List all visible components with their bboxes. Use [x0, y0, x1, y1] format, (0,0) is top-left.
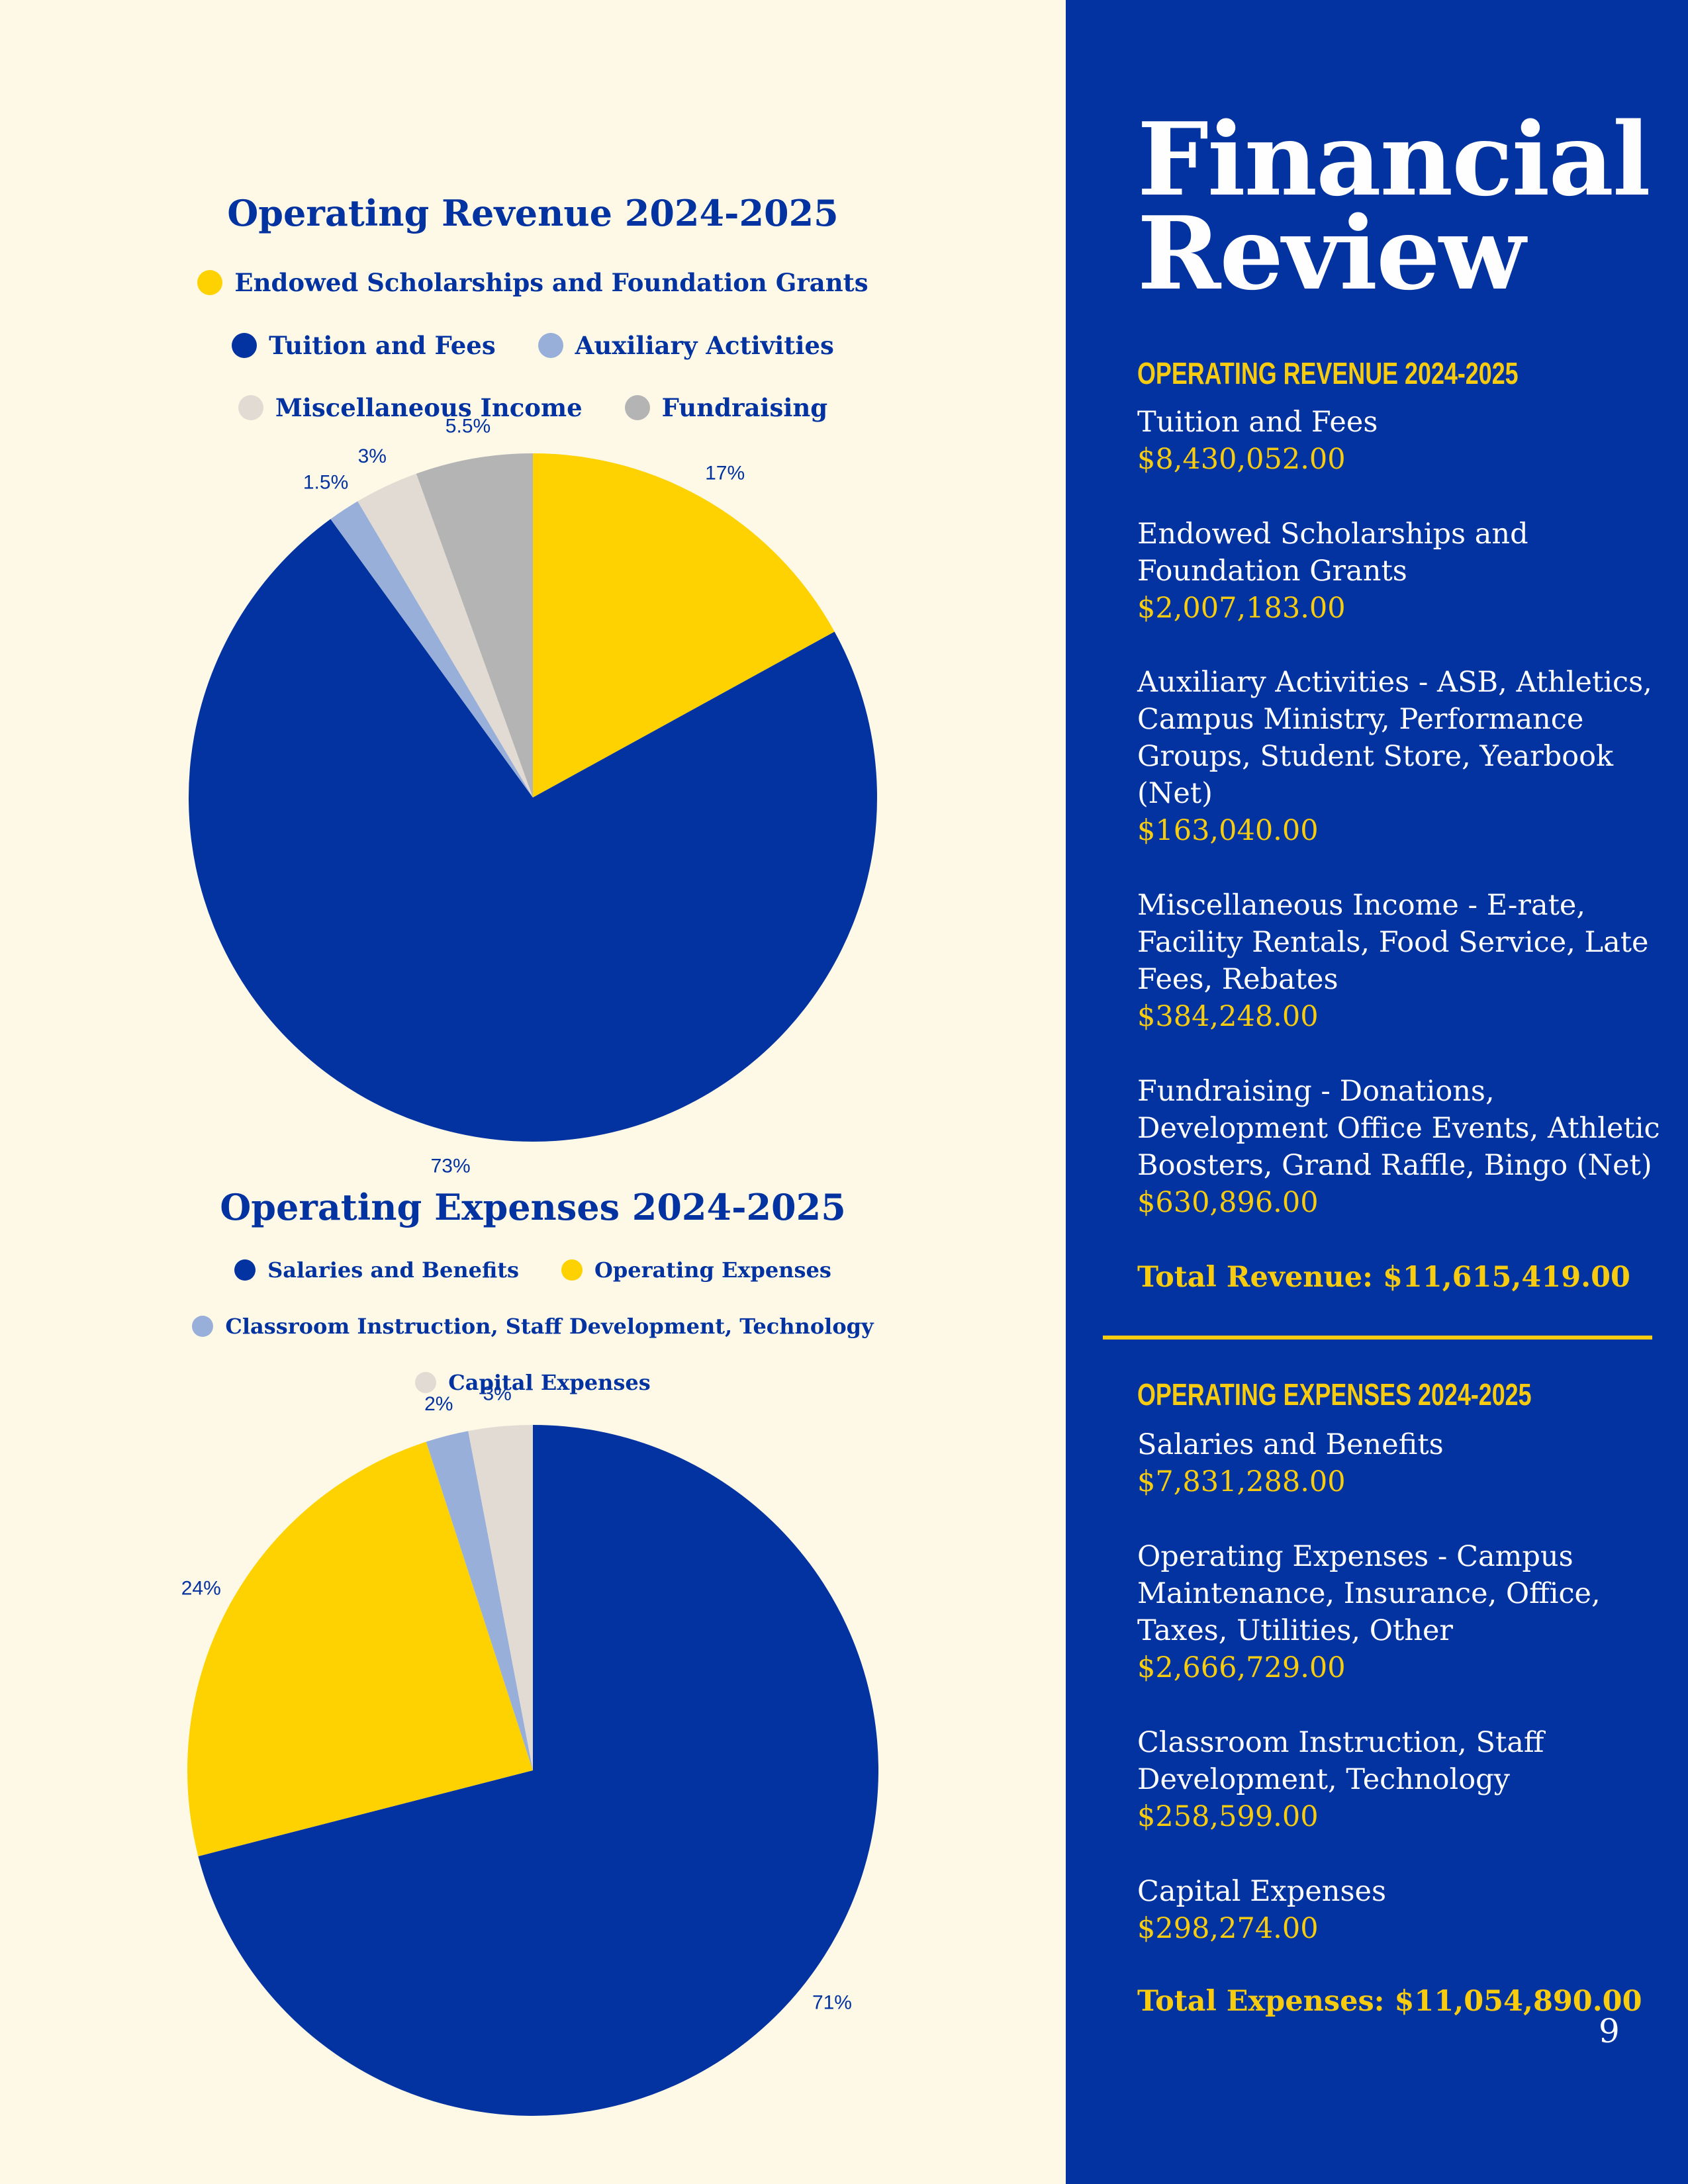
expense-item: Classroom Instruction, Staff Development…: [1137, 1724, 1660, 1835]
page-number: 9: [1599, 2012, 1620, 2050]
pie-slice-label: 24%: [181, 1577, 221, 1599]
expense-item-label: Classroom Instruction, Staff Development…: [1137, 1726, 1544, 1796]
revenue-item: Auxiliary Activities - ASB, Athletics, C…: [1137, 664, 1660, 849]
expense-item: Capital Expenses $298,274.00: [1137, 1873, 1660, 1947]
expense-item-amount: $298,274.00: [1137, 1912, 1319, 1945]
revenue-legend-row-2: Tuition and Fees Auxiliary Activities: [0, 331, 1066, 360]
legend-swatch: [624, 395, 650, 420]
legend-label: Auxiliary Activities: [575, 331, 834, 360]
pie-slice: [533, 453, 835, 797]
legend-item: Classroom Instruction, Staff Development…: [192, 1314, 874, 1339]
pie-slice-label: 73%: [431, 1155, 471, 1177]
revenue-item-label: Endowed Scholarships and Foundation Gran…: [1137, 518, 1528, 588]
expense-item-label: Operating Expenses - Campus Maintenance,…: [1137, 1540, 1601, 1647]
revenue-item-amount: $2,007,183.00: [1137, 592, 1346, 625]
legend-item: Salaries and Benefits: [234, 1257, 519, 1283]
pie-slice: [187, 1441, 533, 1856]
pie-slice: [468, 1425, 533, 1770]
pie-slice: [189, 519, 877, 1142]
pie-slice-label: 17%: [705, 462, 745, 484]
pie-slice-label: 3%: [483, 1383, 511, 1405]
revenue-item-amount: $384,248.00: [1137, 1000, 1319, 1033]
pie-slice: [198, 1425, 879, 2116]
expenses-legend-row-3: Capital Expenses: [0, 1370, 1066, 1395]
revenue-legend-row-3: Miscellaneous Income Fundraising: [0, 393, 1066, 422]
legend-label: Tuition and Fees: [269, 331, 496, 360]
pie-slice: [357, 473, 533, 797]
expense-item: Operating Expenses - Campus Maintenance,…: [1137, 1538, 1660, 1686]
legend-item: Tuition and Fees: [232, 331, 496, 360]
legend-swatch: [538, 333, 563, 358]
legend-label: Capital Expenses: [448, 1370, 651, 1395]
legend-item: Capital Expenses: [415, 1370, 651, 1395]
expense-item-amount: $7,831,288.00: [1137, 1465, 1346, 1498]
legend-item: Miscellaneous Income: [238, 393, 583, 422]
legend-label: Salaries and Benefits: [267, 1257, 520, 1283]
pie-slice: [330, 501, 533, 797]
legend-label: Endowed Scholarships and Foundation Gran…: [234, 268, 868, 297]
charts-panel: Operating Revenue 2024-2025 Endowed Scho…: [0, 192, 1066, 2116]
legend-label: Classroom Instruction, Staff Development…: [225, 1314, 874, 1339]
sidebar-title: Financial Review: [1137, 109, 1651, 304]
expense-item-amount: $2,666,729.00: [1137, 1651, 1346, 1684]
legend-swatch: [192, 1316, 214, 1337]
legend-label: Fundraising: [661, 393, 828, 422]
legend-label: Operating Expenses: [594, 1257, 831, 1283]
legend-label: Miscellaneous Income: [275, 393, 583, 422]
pie-slice-label: 1.5%: [303, 472, 348, 494]
title-line-2: Review: [1137, 194, 1526, 312]
revenue-item-label: Miscellaneous Income - E-rate, Facility …: [1137, 889, 1649, 996]
financial-review-sidebar: Financial Review OPERATING REVENUE 2024-…: [1066, 0, 1688, 2184]
revenue-item-amount: $8,430,052.00: [1137, 443, 1346, 476]
total-revenue: Total Revenue: $11,615,419.00: [1137, 1261, 1630, 1294]
legend-swatch: [561, 1259, 583, 1281]
legend-item: Auxiliary Activities: [538, 331, 834, 360]
legend-swatch: [415, 1372, 437, 1393]
pie-slice: [426, 1431, 533, 1770]
revenue-heading: OPERATING REVENUE 2024-2025: [1137, 356, 1519, 390]
pie-slice-label: 5.5%: [445, 415, 491, 437]
pie-slice: [416, 453, 533, 797]
expense-item: Salaries and Benefits $7,831,288.00: [1137, 1426, 1660, 1500]
legend-swatch: [197, 270, 223, 295]
revenue-item-label: Tuition and Fees: [1137, 406, 1378, 439]
expense-item-label: Salaries and Benefits: [1137, 1428, 1444, 1461]
pie-slice-label: 3%: [358, 445, 387, 467]
legend-item: Endowed Scholarships and Foundation Gran…: [197, 268, 868, 297]
expenses-legend-row-2: Classroom Instruction, Staff Development…: [0, 1314, 1066, 1339]
revenue-item-label: Fundraising - Donations, Development Off…: [1137, 1075, 1660, 1182]
section-divider: [1103, 1336, 1652, 1340]
total-expenses: Total Expenses: $11,054,890.00: [1137, 1985, 1642, 2018]
title-line-1: Financial: [1137, 100, 1651, 218]
revenue-chart-title: Operating Revenue 2024-2025: [227, 192, 839, 234]
legend-item: Fundraising: [624, 393, 828, 422]
expense-item-amount: $258,599.00: [1137, 1800, 1319, 1833]
expenses-legend-row-1: Salaries and Benefits Operating Expenses: [0, 1257, 1066, 1283]
legend-swatch: [238, 395, 263, 420]
revenue-item-amount: $163,040.00: [1137, 814, 1319, 847]
expense-item-label: Capital Expenses: [1137, 1875, 1387, 1908]
revenue-pie-chart: 17% 73% 1.5% 3% 5.5%: [189, 415, 877, 1177]
revenue-item: Tuition and Fees $8,430,052.00: [1137, 404, 1660, 478]
revenue-item: Fundraising - Donations, Development Off…: [1137, 1073, 1660, 1221]
expenses-pie-chart: 71% 24% 2% 3%: [181, 1383, 879, 2116]
legend-swatch: [234, 1259, 256, 1281]
legend-swatch: [232, 333, 258, 358]
revenue-item: Endowed Scholarships and Foundation Gran…: [1137, 516, 1660, 627]
pie-slice-label: 71%: [812, 1992, 852, 2014]
expenses-chart-title: Operating Expenses 2024-2025: [220, 1186, 846, 1228]
expenses-heading: OPERATING EXPENSES 2024-2025: [1137, 1377, 1532, 1412]
pie-slice-label: 2%: [424, 1393, 453, 1415]
legend-item: Operating Expenses: [561, 1257, 831, 1283]
revenue-legend-row-1: Endowed Scholarships and Foundation Gran…: [0, 268, 1066, 297]
revenue-item-label: Auxiliary Activities - ASB, Athletics, C…: [1137, 666, 1652, 810]
revenue-item: Miscellaneous Income - E-rate, Facility …: [1137, 887, 1660, 1035]
revenue-item-amount: $630,896.00: [1137, 1186, 1319, 1219]
